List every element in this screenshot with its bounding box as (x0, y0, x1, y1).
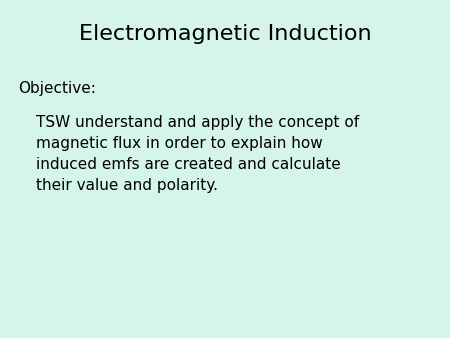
Text: Objective:: Objective: (18, 81, 96, 96)
Text: TSW understand and apply the concept of
magnetic flux in order to explain how
in: TSW understand and apply the concept of … (36, 115, 359, 193)
Text: Electromagnetic Induction: Electromagnetic Induction (79, 24, 371, 44)
